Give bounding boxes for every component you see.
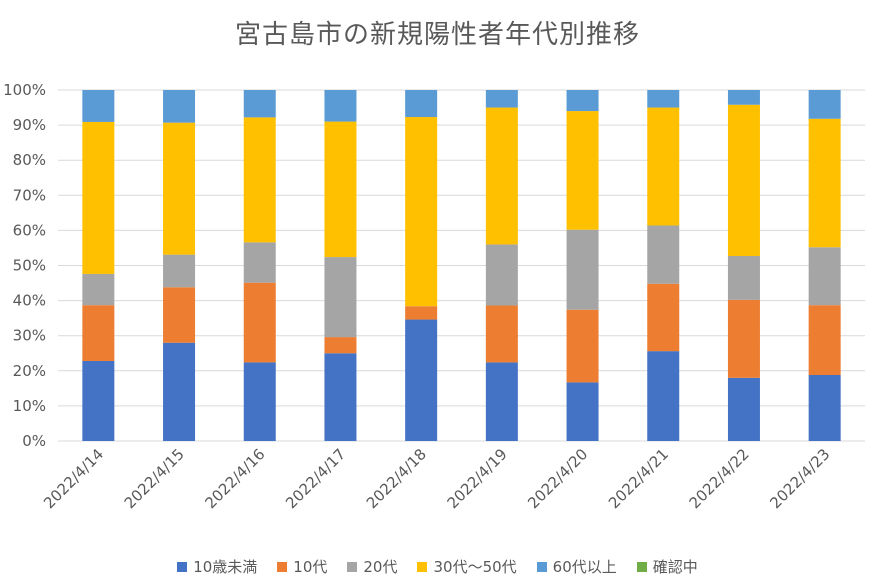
y-tick-label: 30% (13, 327, 46, 345)
x-axis-ticks: 2022/4/14 2022/4/15 2022/4/16 2022/4/17 2022… (40, 445, 833, 512)
bar-segment (485, 305, 518, 363)
legend-swatch (636, 561, 647, 572)
bar-segment (647, 283, 680, 352)
y-tick-label: 90% (13, 116, 46, 134)
y-tick-label: 60% (13, 221, 46, 239)
legend-item: 60代以上 (536, 556, 617, 577)
legend-label: 10代 (293, 558, 328, 576)
bar-segment (163, 122, 196, 255)
bar-segment (405, 90, 438, 118)
bar-segment (324, 353, 357, 441)
bar-segment (243, 242, 276, 283)
bar-segment (243, 362, 276, 441)
legend-label: 確認中 (652, 558, 698, 576)
bar-segment (566, 111, 599, 230)
bar-segment (82, 360, 115, 441)
bar-segment (485, 107, 518, 245)
bar-segment (566, 229, 599, 310)
bar-segment (163, 254, 196, 288)
legend-swatch (347, 561, 358, 572)
bars (82, 90, 841, 441)
legend-item: 10歳未満 (177, 556, 257, 577)
x-tick-label: 2022/4/18 (363, 445, 430, 512)
bar-segment (566, 309, 599, 383)
chart-title: 宮古島市の新規陽性者年代別推移 (234, 20, 640, 50)
bar-segment (243, 117, 276, 243)
bar-segment (647, 351, 680, 441)
legend-item: 20代 (347, 556, 397, 577)
bar-segment (485, 244, 518, 306)
y-tick-label: 20% (13, 362, 46, 380)
bar-segment (808, 305, 841, 376)
bar-segment (727, 377, 760, 441)
bar-segment (405, 306, 438, 320)
legend-swatch (536, 561, 547, 572)
x-tick-label: 2022/4/17 (282, 445, 349, 512)
bar-segment (808, 118, 841, 248)
bar-segment (163, 342, 196, 441)
x-tick-label: 2022/4/21 (605, 445, 672, 512)
bar-segment (324, 337, 357, 354)
bar-segment (566, 90, 599, 112)
legend-label: 20代 (363, 558, 398, 576)
y-tick-label: 80% (13, 151, 46, 169)
bar-segment (727, 299, 760, 378)
bar-segment (727, 104, 760, 257)
x-tick-label: 2022/4/15 (121, 445, 188, 512)
bar-segment (727, 90, 760, 105)
bar-segment (82, 273, 115, 306)
legend-label: 10歳未満 (193, 558, 258, 576)
bar-segment (243, 282, 276, 363)
bar-segment (163, 90, 196, 123)
bar-segment (808, 90, 841, 119)
legend-label: 30代～50代 (433, 558, 517, 576)
bar-segment (405, 319, 438, 441)
legend-swatch (417, 561, 428, 572)
bar-segment (808, 247, 841, 306)
x-tick-label: 2022/4/23 (766, 445, 833, 512)
bar-segment (808, 375, 841, 441)
bar-segment (324, 121, 357, 258)
y-tick-label: 70% (13, 186, 46, 204)
legend-item: 確認中 (636, 556, 698, 577)
y-tick-label: 0% (22, 432, 46, 450)
y-tick-label: 100% (3, 81, 46, 99)
legend: 10歳未満 10代 20代 30代～50代 60代以上 確認中 (0, 556, 875, 577)
bar-segment (647, 225, 680, 284)
y-axis-ticks: 0% 10% 20% 30% 40% 50% 60% 70% 80% 90% 100% (3, 81, 46, 450)
bar-segment (82, 305, 115, 361)
bar-segment (163, 287, 196, 343)
x-tick-label: 2022/4/14 (40, 445, 107, 512)
y-tick-label: 10% (13, 397, 46, 415)
y-tick-label: 40% (13, 292, 46, 310)
legend-swatch (277, 561, 288, 572)
bar-segment (647, 107, 680, 226)
x-tick-label: 2022/4/16 (201, 445, 268, 512)
legend-swatch (177, 561, 188, 572)
legend-item: 30代～50代 (417, 556, 517, 577)
bar-segment (82, 121, 115, 274)
bar-segment (405, 117, 438, 307)
x-tick-label: 2022/4/22 (686, 445, 753, 512)
y-tick-label: 50% (13, 257, 46, 275)
bar-segment (82, 90, 115, 122)
legend-item: 10代 (277, 556, 327, 577)
bar-segment (727, 256, 760, 300)
bar-segment (485, 90, 518, 108)
legend-label: 60代以上 (552, 558, 617, 576)
bar-segment (324, 257, 357, 338)
x-tick-label: 2022/4/19 (444, 445, 511, 512)
bar-segment (566, 382, 599, 441)
bar-segment (647, 90, 680, 108)
bar-segment (243, 90, 276, 118)
x-tick-label: 2022/4/20 (524, 445, 591, 512)
bar-segment (324, 90, 357, 122)
bar-segment (485, 362, 518, 441)
